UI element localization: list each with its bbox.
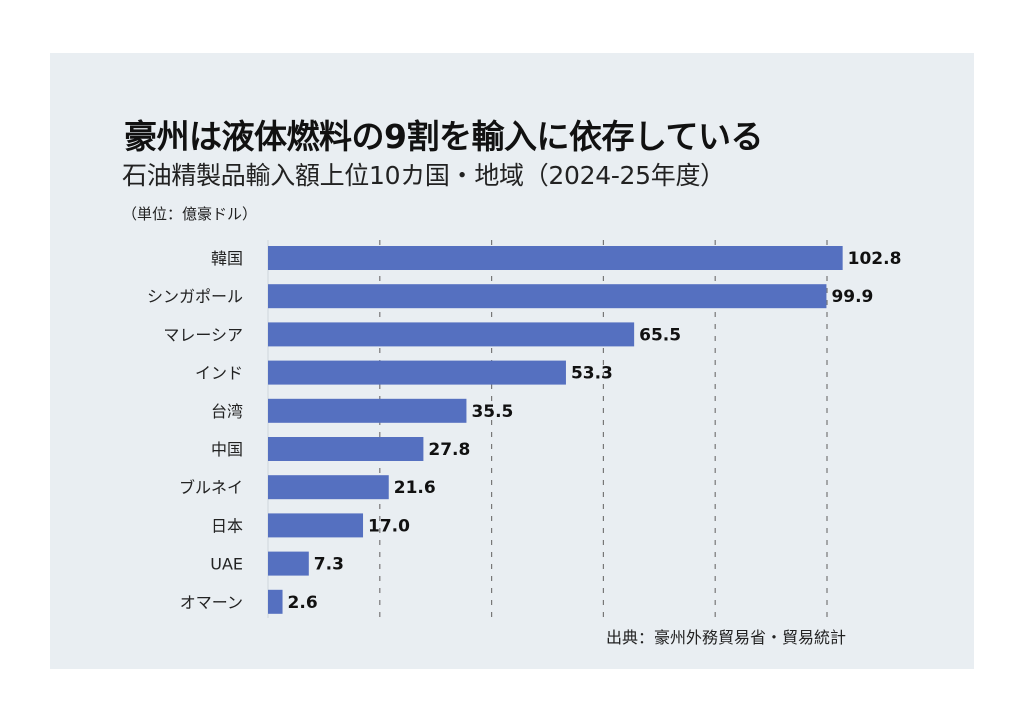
bar-1 <box>268 284 827 309</box>
value-label: 99.9 <box>831 287 873 307</box>
value-label: 2.6 <box>288 593 318 613</box>
category-label: マレーシア <box>163 325 243 344</box>
value-label: 102.8 <box>848 249 902 269</box>
category-label: ブルネイ <box>179 478 243 497</box>
category-label: シンガポール <box>147 287 243 306</box>
source-note: 出典：豪州外務貿易省・貿易統計 <box>606 628 847 647</box>
category-label: 台湾 <box>211 402 243 421</box>
category-label: 韓国 <box>211 249 243 268</box>
value-labels: 102.8 99.9 65.5 53.3 35.527.8 21.6 17.0 7.3 2.6 <box>288 249 902 613</box>
bar-2 <box>268 322 635 347</box>
value-label: 27.8 <box>428 440 470 460</box>
bar-7 <box>268 513 364 538</box>
category-label: 中国 <box>211 440 243 459</box>
bar-8 <box>268 551 309 576</box>
category-label: 日本 <box>211 516 243 535</box>
bar-6 <box>268 475 389 500</box>
value-label: 17.0 <box>368 516 410 536</box>
value-label: 7.3 <box>314 555 344 575</box>
value-label: 53.3 <box>571 364 613 384</box>
category-label: インド <box>195 364 243 383</box>
bars <box>268 246 843 614</box>
value-label: 21.6 <box>394 478 436 498</box>
bar-0 <box>268 246 843 270</box>
category-label: オマーン <box>180 593 243 612</box>
value-label: 35.5 <box>471 402 513 422</box>
value-label: 65.5 <box>639 325 681 345</box>
chart-title: 豪州は液体燃料の9割を輸入に依存している <box>124 117 763 156</box>
unit-label: （単位：億豪ドル） <box>122 205 258 223</box>
bar-3 <box>268 360 566 385</box>
bar-9 <box>268 589 283 614</box>
bar-4 <box>268 398 467 423</box>
bar-5 <box>268 437 424 461</box>
chart-subtitle: 石油精製品輸入額上位10カ国・地域（2024-25年度） <box>122 161 725 190</box>
category-label: UAE <box>210 555 243 574</box>
